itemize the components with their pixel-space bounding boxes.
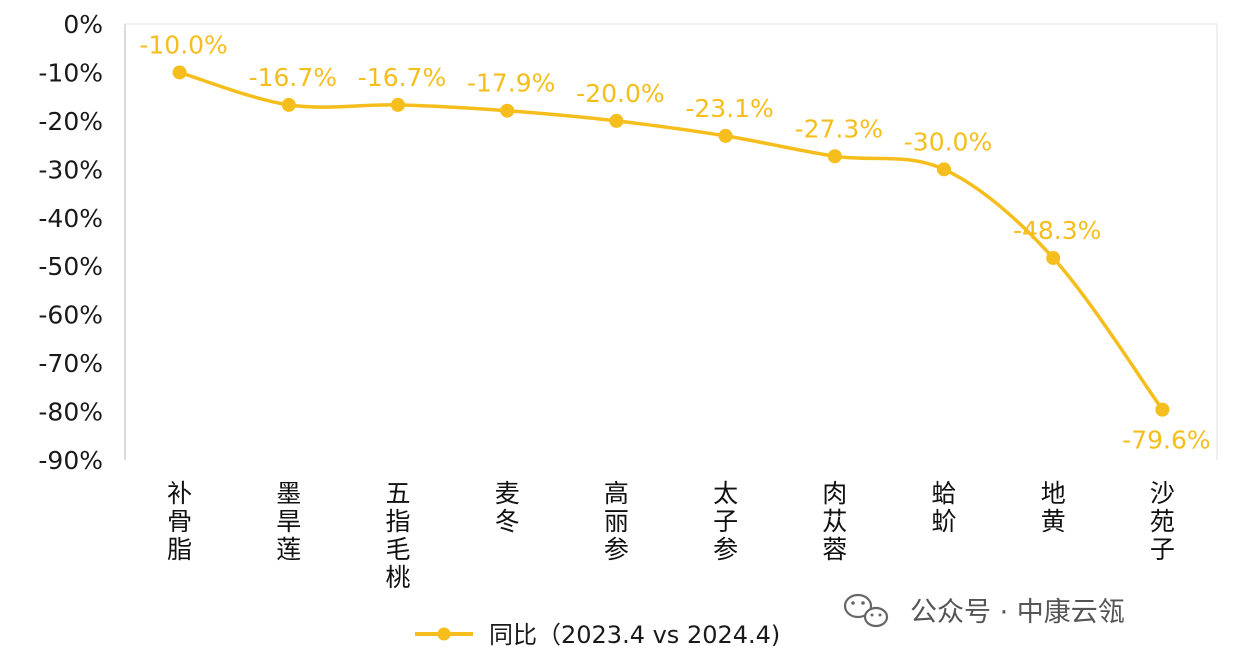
data-point <box>609 113 624 128</box>
data-point <box>500 103 515 118</box>
data-point <box>281 97 296 112</box>
data-label: -79.6% <box>1122 426 1210 455</box>
y-tick-label: -60% <box>38 301 103 330</box>
y-tick-label: -80% <box>38 398 103 427</box>
y-tick-label: 0% <box>63 10 103 39</box>
watermark: 公众号 · 中康云瓴 <box>843 593 1125 628</box>
data-label: -16.7% <box>358 63 446 92</box>
y-tick-label: -30% <box>38 155 103 184</box>
data-label: -48.3% <box>1013 216 1101 245</box>
x-tick-label: 补骨脂 <box>167 479 192 564</box>
x-tick-label: 蛤蚧 <box>931 479 956 536</box>
legend: 同比（2023.4 vs 2024.4) <box>415 621 780 649</box>
x-tick-label: 高丽参 <box>604 479 629 564</box>
data-point <box>718 128 733 143</box>
x-tick-label: 沙苑子 <box>1150 479 1175 564</box>
data-point <box>1046 250 1061 265</box>
data-label: -10.0% <box>139 30 227 59</box>
x-tick-label: 麦冬 <box>495 479 520 536</box>
series-layer <box>172 65 1170 417</box>
watermark-text: 公众号 · 中康云瓴 <box>910 597 1125 628</box>
data-label: -20.0% <box>576 79 664 108</box>
data-label: -27.3% <box>795 114 883 143</box>
y-tick-label: -50% <box>38 252 103 281</box>
chart-frame <box>124 23 1218 460</box>
data-label: -16.7% <box>249 63 337 92</box>
legend-label: 同比（2023.4 vs 2024.4) <box>489 621 780 649</box>
data-point <box>937 162 951 177</box>
x-tick-label: 五指毛桃 <box>385 479 410 592</box>
y-tick-label: -70% <box>38 349 103 378</box>
y-tick-label: -90% <box>38 446 103 475</box>
x-tick-label: 墨旱莲 <box>276 479 301 564</box>
data-point <box>1155 402 1170 417</box>
data-label: -17.9% <box>467 69 555 98</box>
data-label: -23.1% <box>685 94 773 123</box>
y-axis: 0% -10% -20% -30% -40% -50% -60% -70% -80% -90% <box>38 10 103 475</box>
y-tick-label: -10% <box>38 58 103 87</box>
data-labels: -10.0% -16.7% -16.7% -17.9% -20.0% -23.1% -27.… <box>139 30 1210 454</box>
legend-marker <box>437 627 451 641</box>
data-point <box>827 149 842 164</box>
wechat-icon <box>843 593 889 628</box>
data-label: -30.0% <box>904 127 992 156</box>
data-point <box>391 97 405 112</box>
series-line <box>177 70 1165 412</box>
x-axis: 补骨脂 墨旱莲 五指毛桃 麦冬 高丽参 太子参 肉苁蓉 蛤蚧 地黄 沙苑子 <box>167 479 1175 592</box>
x-tick-label: 肉苁蓉 <box>822 479 847 564</box>
data-point <box>172 65 187 80</box>
y-tick-label: -40% <box>38 204 103 233</box>
x-tick-label: 太子参 <box>713 479 738 564</box>
x-tick-label: 地黄 <box>1041 479 1066 536</box>
y-tick-label: -20% <box>38 107 103 136</box>
